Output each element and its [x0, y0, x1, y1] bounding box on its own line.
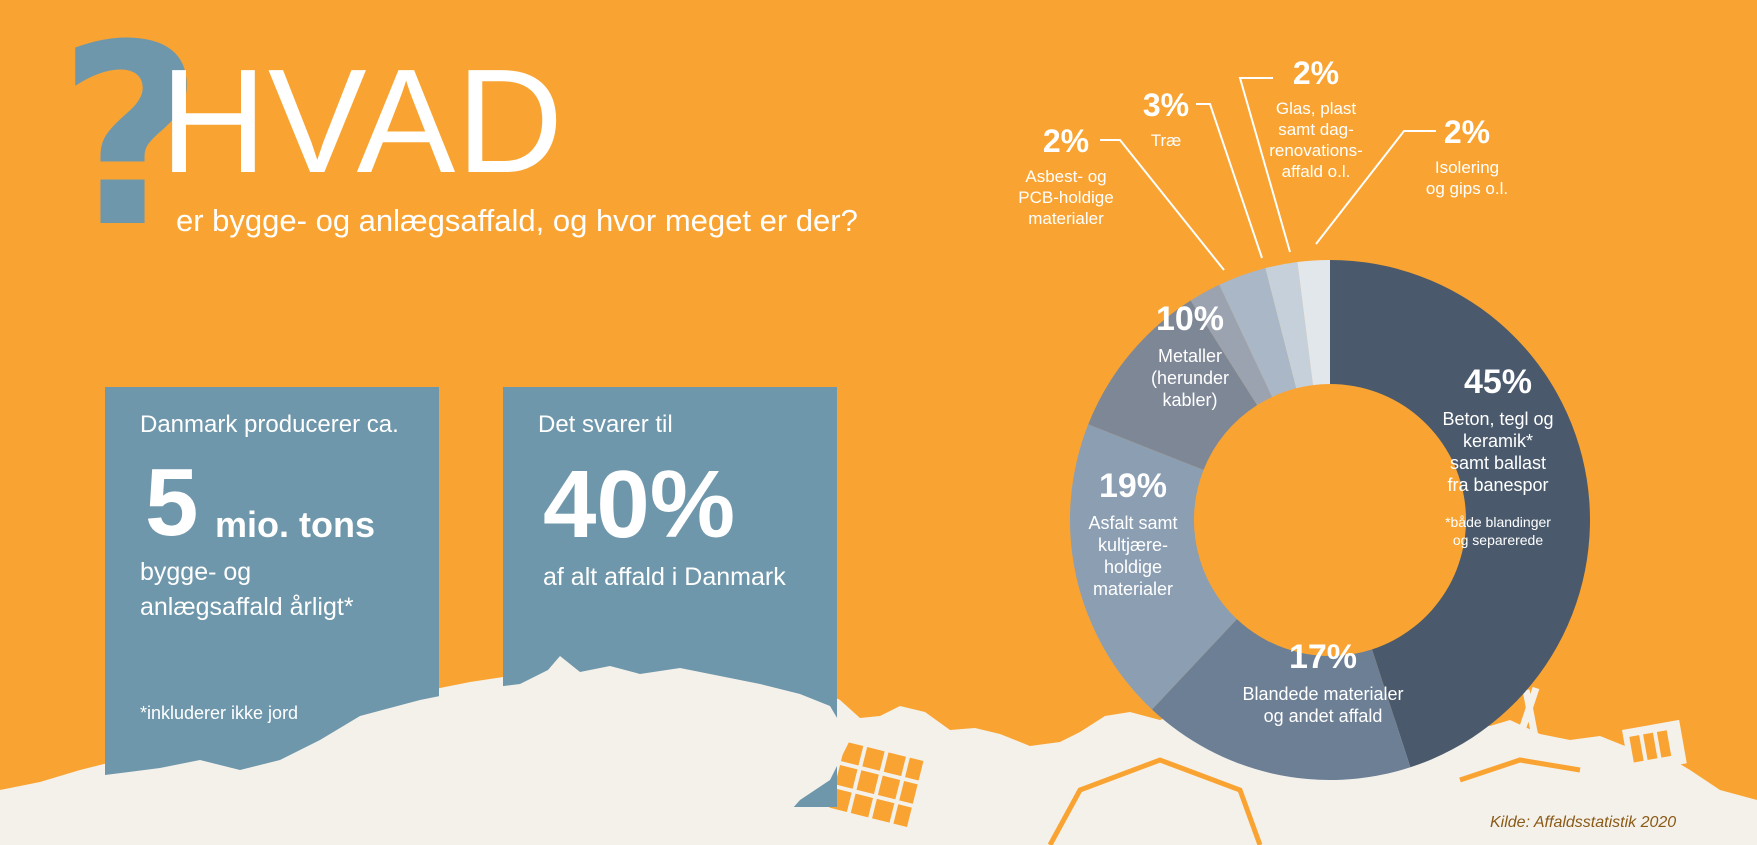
slice-name-label: materialer — [1093, 579, 1173, 599]
slice-name-label: Blandede materialer — [1242, 684, 1403, 704]
slice-note-label: og separerede — [1453, 532, 1544, 548]
stat-intro: Det svarer til — [538, 411, 673, 438]
stat-description-line: bygge- og — [140, 558, 252, 586]
slice-name-label: samt dag- — [1278, 120, 1354, 139]
slice-percent-label: 2% — [1043, 123, 1089, 159]
donut-slice — [1152, 619, 1411, 780]
slice-leader-line — [1315, 130, 1436, 245]
slice-percent-label: 2% — [1293, 55, 1339, 91]
stat-intro: Danmark producerer ca. — [140, 411, 399, 438]
slice-percent-label: 10% — [1156, 300, 1224, 338]
stat-description: bygge- og anlægsaffald årligt* — [140, 555, 430, 625]
slice-name-label: Beton, tegl og — [1442, 409, 1553, 429]
donut-slice — [1190, 284, 1273, 406]
slice-name-label: og andet affald — [1264, 706, 1383, 726]
slice-percent-label: 17% — [1289, 638, 1357, 676]
slice-name-label: fra banespor — [1447, 475, 1548, 495]
slice-name-label: og gips o.l. — [1426, 179, 1508, 198]
stat-value: 40% — [543, 451, 736, 558]
slice-name-label: Asbest- og — [1025, 167, 1106, 186]
slice-name-label: renovations- — [1269, 141, 1363, 160]
stat-unit: mio. tons — [215, 504, 375, 545]
slice-name-label: (herunder — [1151, 368, 1229, 388]
slice-percent-label: 19% — [1099, 467, 1167, 505]
slice-name-label: keramik* — [1463, 431, 1533, 451]
slice-name-label: Træ — [1151, 131, 1182, 150]
stat-description: af alt affald i Danmark — [543, 563, 786, 591]
slice-name-label: affald o.l. — [1282, 162, 1351, 181]
stat-value: 5 — [145, 449, 199, 556]
slice-percent-label: 45% — [1464, 363, 1532, 401]
donut-slice — [1265, 262, 1313, 389]
donut-slice — [1330, 260, 1591, 768]
stat-description-line: anlægsaffald årligt* — [140, 593, 354, 621]
stat-box-tons: Danmark producerer ca. 5 mio. tons bygge… — [105, 387, 439, 807]
slice-percent-label: 2% — [1444, 114, 1490, 150]
stat-footnote: *inkluderer ikke jord — [140, 703, 299, 723]
slice-name-label: kabler) — [1162, 390, 1217, 410]
slice-name-label: PCB-holdige — [1018, 188, 1113, 207]
slice-name-label: Asfalt samt — [1088, 513, 1177, 533]
slice-note-label: *både blandinger — [1445, 514, 1551, 530]
donut-slice — [1219, 268, 1297, 397]
slice-name-label: Metaller — [1158, 346, 1222, 366]
slice-name-label: materialer — [1028, 209, 1104, 228]
source-credit: Kilde: Affaldsstatistik 2020 — [1490, 814, 1677, 831]
slice-percent-label: 3% — [1143, 87, 1189, 123]
slice-leader-line — [1100, 139, 1225, 271]
slice-leader-line — [1196, 103, 1263, 259]
slice-name-label: samt ballast — [1450, 453, 1546, 473]
slice-name-label: kultjære- — [1098, 535, 1168, 555]
slice-name-label: Isolering — [1435, 158, 1499, 177]
page-subtitle: er bygge- og anlægsaffald, og hvor meget… — [176, 203, 858, 238]
donut-slice — [1070, 424, 1237, 710]
donut-slice — [1088, 300, 1258, 470]
donut-slice — [1297, 260, 1330, 386]
slice-name-label: Glas, plast — [1276, 99, 1357, 118]
question-mark-icon: ? — [58, 0, 204, 282]
slice-name-label: holdige — [1104, 557, 1162, 577]
page-title: HVAD — [160, 39, 565, 204]
slice-leader-line — [1238, 77, 1291, 253]
